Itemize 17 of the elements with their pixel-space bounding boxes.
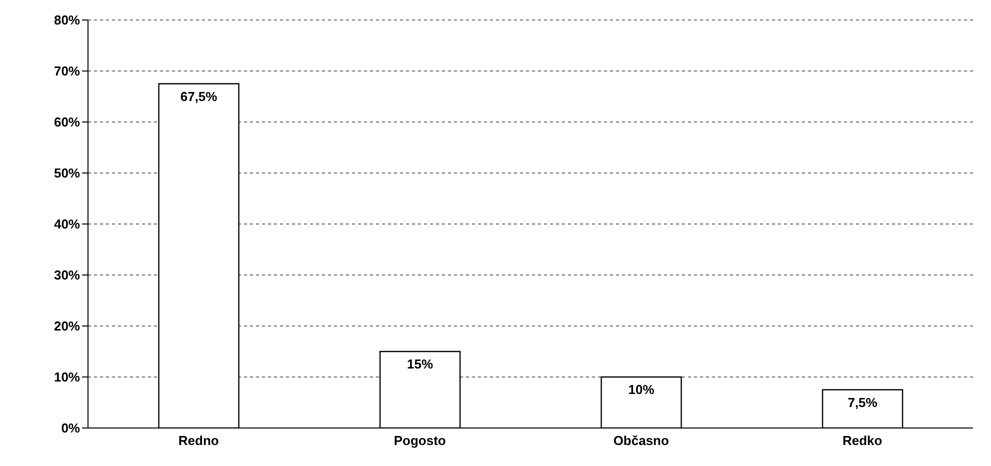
- y-tick-label: 30%: [54, 268, 80, 283]
- x-tick-label: Redko: [842, 433, 882, 448]
- x-tick-label: Pogosto: [394, 433, 446, 448]
- y-tick-label: 40%: [54, 216, 80, 232]
- data-label: 7,5%: [848, 394, 878, 410]
- data-label: 10%: [628, 382, 655, 398]
- y-tick-label: 50%: [54, 166, 80, 181]
- y-tick-label: 70%: [54, 64, 80, 79]
- data-label: 67,5%: [180, 88, 218, 104]
- x-tick-label: Občasno: [613, 433, 669, 448]
- y-tick-label: 80%: [54, 12, 80, 28]
- data-label: 15%: [407, 356, 434, 372]
- x-tick-label: Redno: [178, 433, 219, 448]
- y-tick-label: 20%: [54, 318, 80, 334]
- y-tick-label: 60%: [54, 114, 80, 130]
- y-tick-label: 10%: [54, 370, 80, 385]
- y-tick-label: 0%: [61, 420, 80, 436]
